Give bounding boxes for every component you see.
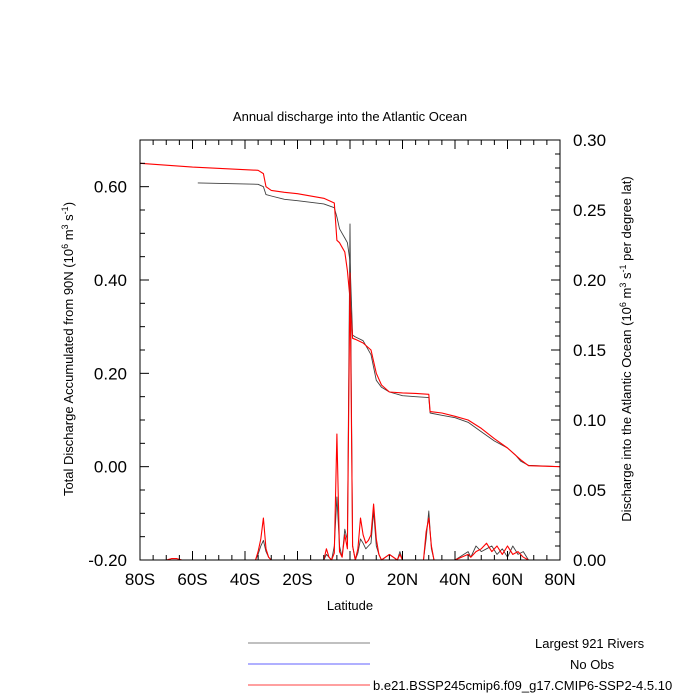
x-tick-label-0: 80S <box>125 570 155 589</box>
y-right-tick-label-2: 0.20 <box>573 271 606 290</box>
y-axis-title-right: Discharge into the Atlantic Ocean (106 m… <box>618 176 634 521</box>
series-line-1 <box>139 162 561 468</box>
x-tick-label-3: 20S <box>282 570 312 589</box>
y-left-tick-label-2: 0.20 <box>94 364 127 383</box>
x-tick-label-8: 80N <box>544 570 575 589</box>
legend-label-rivers: Largest 921 Rivers <box>535 636 645 651</box>
legend-label-noobs: No Obs <box>570 657 615 672</box>
plot-lines <box>139 162 561 561</box>
plot-frame <box>139 139 561 561</box>
series-line-3 <box>166 272 560 561</box>
x-tick-label-6: 40N <box>439 570 470 589</box>
ticks <box>139 139 561 561</box>
chart-title: Annual discharge into the Atlantic Ocean <box>233 109 467 124</box>
y-right-tick-label-5: 0.05 <box>573 481 606 500</box>
x-axis-title: Latitude <box>327 598 373 613</box>
x-tick-label-5: 20N <box>387 570 418 589</box>
y-left-tick-label-0: 0.60 <box>94 178 127 197</box>
y-left-tick-label-1: 0.40 <box>94 271 127 290</box>
y-axis-title-left: Total Discharge Accumulated from 90N (10… <box>60 202 76 496</box>
legend-label-ssp245: b.e21.BSSP245cmip6.f09_g17.CMIP6-SSP2-4.… <box>373 678 672 693</box>
x-tick-label-4: 0 <box>345 570 354 589</box>
y-right-tick-label-1: 0.25 <box>573 201 606 220</box>
y-right-tick-label-6: 0.00 <box>573 551 606 570</box>
y-right-tick-label-3: 0.15 <box>573 341 606 360</box>
series-line-2 <box>192 223 560 561</box>
x-tick-label-7: 60N <box>492 570 523 589</box>
y-left-tick-label-3: 0.00 <box>94 458 127 477</box>
x-tick-label-1: 60S <box>177 570 207 589</box>
y-left-tick-label-4: -0.20 <box>88 551 127 570</box>
y-right-tick-label-0: 0.30 <box>573 131 606 150</box>
axes <box>139 139 561 561</box>
x-tick-label-2: 40S <box>230 570 260 589</box>
tick-labels: 80S 60S 40S 20S 0 20N 40N 60N 80N 0.60 0.40 0.20 0.0… <box>88 131 606 589</box>
legend: Largest 921 Rivers No Obs b.e21.BSSP245c… <box>248 636 672 693</box>
series-line-0 <box>197 182 561 468</box>
y-right-tick-label-4: 0.10 <box>573 411 606 430</box>
